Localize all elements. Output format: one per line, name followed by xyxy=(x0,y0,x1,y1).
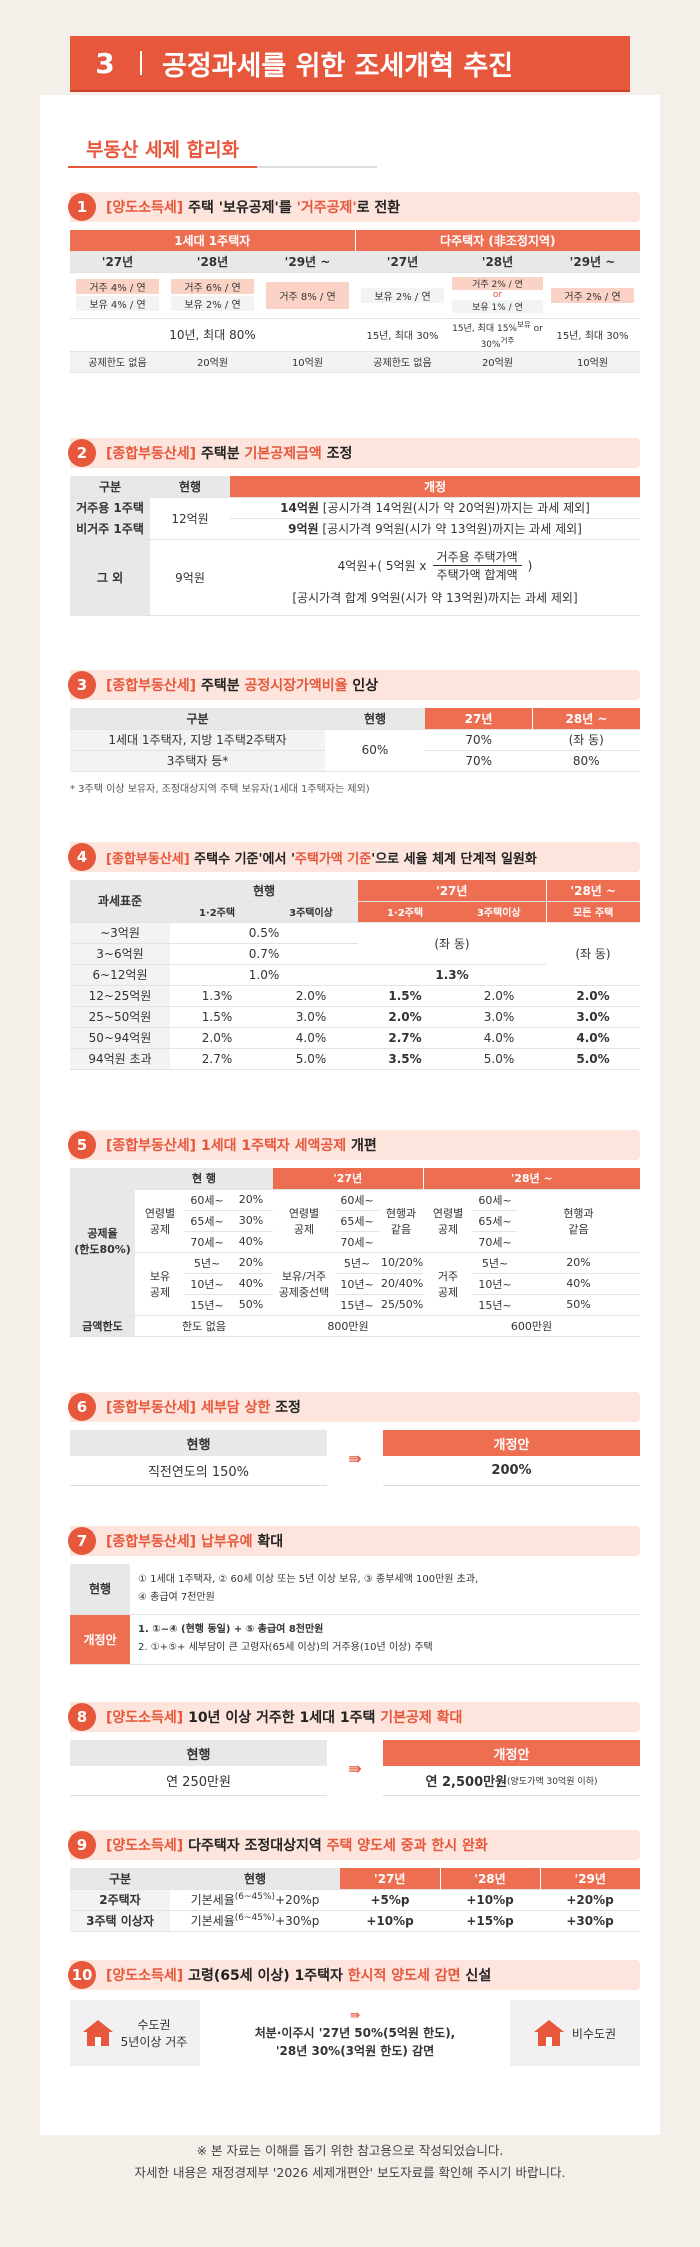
item-title: 9 [양도소득세] 다주택자 조정대상지역 주택 양도세 중과 한시 완화 xyxy=(68,1830,640,1860)
comparison: 현행 직전연도의 150% ⇛ 개정안 200% xyxy=(70,1430,640,1486)
basic-deduction-table: 구분 현행 개정 거주용 1주택 12억원 14억원 [공시가격 14억원(시가… xyxy=(70,476,640,616)
tax-tag: [양도소득세] xyxy=(106,200,184,216)
item-3: 3 [종합부동산세] 주택분 공정시장가액비율 인상 구분 현행 27년 28년… xyxy=(68,670,640,795)
house-icon xyxy=(533,2020,564,2046)
item-number: 10 xyxy=(68,1961,96,1989)
comparison: 현행 연 250만원 ⇛ 개정안 연 2,500만원 (양도가액 30억원 이하) xyxy=(70,1740,640,1796)
item-10: 10 [양도소득세] 고령(65세 이상) 1주택자 한시적 양도세 감면 신설… xyxy=(68,1960,640,2066)
item-6: 6 [종합부동산세] 세부담 상한 조정 현행 직전연도의 150% ⇛ 개정안 2… xyxy=(68,1392,640,1486)
formula: 4억원+( 5억원 x 거주용 주택가액 주택가액 합계액 ) xyxy=(337,550,533,582)
item-number: 8 xyxy=(68,1703,96,1731)
item-number: 1 xyxy=(68,193,96,221)
item-7: 7 [종합부동산세] 납부유예 확대 현행 ① 1세대 1주택자, ② 60세 … xyxy=(68,1526,640,1665)
footnote: * 3주택 이상 보유자, 조정대상지역 주택 보유자(1세대 1주택자는 제외… xyxy=(70,783,370,795)
item-number: 2 xyxy=(68,439,96,467)
item-title: 2 [종합부동산세] 주택분 기본공제금액 조정 xyxy=(68,438,640,468)
section-header: 3 공정과세를 위한 조세개혁 추진 xyxy=(70,36,630,90)
item-title: 3 [종합부동산세] 주택분 공정시장가액비율 인상 xyxy=(68,670,640,700)
item-number: 6 xyxy=(68,1393,96,1421)
item-2: 2 [종합부동산세] 주택분 기본공제금액 조정 구분 현행 개정 거주용 1주… xyxy=(68,438,640,616)
group-header: 1세대 1주택자 xyxy=(70,230,355,252)
table-row: 50~94억원 2.0% 4.0% 2.7% 4.0% 4.0% xyxy=(70,1027,640,1049)
table-row: 25~50억원 1.5% 3.0% 2.0% 3.0% 3.0% xyxy=(70,1006,640,1028)
item-number: 4 xyxy=(68,843,96,871)
item-title: 1 [양도소득세] 주택 '보유공제'를 '거주공제'로 전환 xyxy=(68,192,640,222)
deduction-table: 1세대 1주택자 다주택자 (非조정지역) '27년 '28년 '29년 ~ '… xyxy=(70,230,640,373)
item-1: 1 [양도소득세] 주택 '보유공제'를 '거주공제'로 전환 1세대 1주택자… xyxy=(68,192,640,373)
deferral-table: 현행 ① 1세대 1주택자, ② 60세 이상 또는 5년 이상 보유, ③ 종… xyxy=(70,1564,640,1665)
table-row: 12~25억원 1.3% 2.0% 1.5% 2.0% 2.0% xyxy=(70,985,640,1007)
surcharge-table: 구분 현행 '27년 '28년 '29년 2주택자 기본세율(6~45%)+20… xyxy=(70,1868,640,1932)
header-divider xyxy=(140,51,142,75)
item-number: 5 xyxy=(68,1131,96,1159)
item-title: 8 [양도소득세] 10년 이상 거주한 1세대 1주택 기본공제 확대 xyxy=(68,1702,640,1732)
arrow-right-icon: ⇛ xyxy=(348,1448,362,1468)
tax-rate-table: 과세표준 현행 '27년 '28년 ~ 1·2주택 3주택이상 1·2주택 3주… xyxy=(70,880,640,1070)
section-number: 3 xyxy=(95,46,115,80)
non-capital-area-box: 비수도권 xyxy=(510,2000,640,2066)
item-number: 7 xyxy=(68,1527,96,1555)
max-rate: 10년, 최대 80% xyxy=(70,318,355,352)
capital-area-box: 수도권 5년이상 거주 xyxy=(70,2000,200,2066)
item-title: 5 [종합부동산세] 1세대 1주택자 세액공제 개편 xyxy=(68,1130,640,1160)
item-title: 6 [종합부동산세] 세부담 상한 조정 xyxy=(68,1392,640,1422)
subheading-text: 부동산 세제 합리화 xyxy=(86,138,240,161)
item-5: 5 [종합부동산세] 1세대 1주택자 세액공제 개편 공제율 (한도80%) … xyxy=(68,1130,640,1337)
group-header: 다주택자 (非조정지역) xyxy=(354,230,640,252)
section-title: 공정과세를 위한 조세개혁 추진 xyxy=(162,50,514,82)
table-row: 94억원 초과 2.7% 5.0% 3.5% 5.0% 5.0% xyxy=(70,1048,640,1070)
arrow-right-icon: ⇛ xyxy=(348,1758,362,1778)
house-icon xyxy=(82,2020,113,2046)
content-panel xyxy=(40,95,660,2135)
item-8: 8 [양도소득세] 10년 이상 거주한 1세대 1주택 기본공제 확대 현행 연… xyxy=(68,1702,640,1796)
subheading: 부동산 세제 합리화 xyxy=(68,130,378,168)
item-number: 9 xyxy=(68,1831,96,1859)
arrow-right-icon: ⇛ xyxy=(349,2008,361,2022)
item-title: 4 [종합부동산세] 주택수 기준'에서 '주택가액 기준'으로 세율 체계 단… xyxy=(68,842,640,872)
market-ratio-table: 구분 현행 27년 28년 ~ 1세대 1주택자, 지방 1주택2주택자 60%… xyxy=(70,708,640,772)
item-4: 4 [종합부동산세] 주택수 기준'에서 '주택가액 기준'으로 세율 체계 단… xyxy=(68,842,640,1070)
item-title: 7 [종합부동산세] 납부유예 확대 xyxy=(68,1526,640,1556)
item-number: 3 xyxy=(68,671,96,699)
subheading-rule xyxy=(257,166,378,168)
footer-note: ※ 본 자료는 이해를 돕기 위한 참고용으로 작성되었습니다. 자세한 내용은… xyxy=(134,2143,566,2180)
elderly-relief: 수도권 5년이상 거주 ⇛ 처분·이주시 '27년 50%(5억원 한도), '… xyxy=(70,2000,640,2066)
item-title: 10 [양도소득세] 고령(65세 이상) 1주택자 한시적 양도세 감면 신설 xyxy=(68,1960,640,1990)
tax-credit-table: 공제율 (한도80%) 현 행 '27년 '28년 ~ 연령별 공제 60세~ 2… xyxy=(70,1168,640,1337)
item-9: 9 [양도소득세] 다주택자 조정대상지역 주택 양도세 중과 한시 완화 구분… xyxy=(68,1830,640,1932)
